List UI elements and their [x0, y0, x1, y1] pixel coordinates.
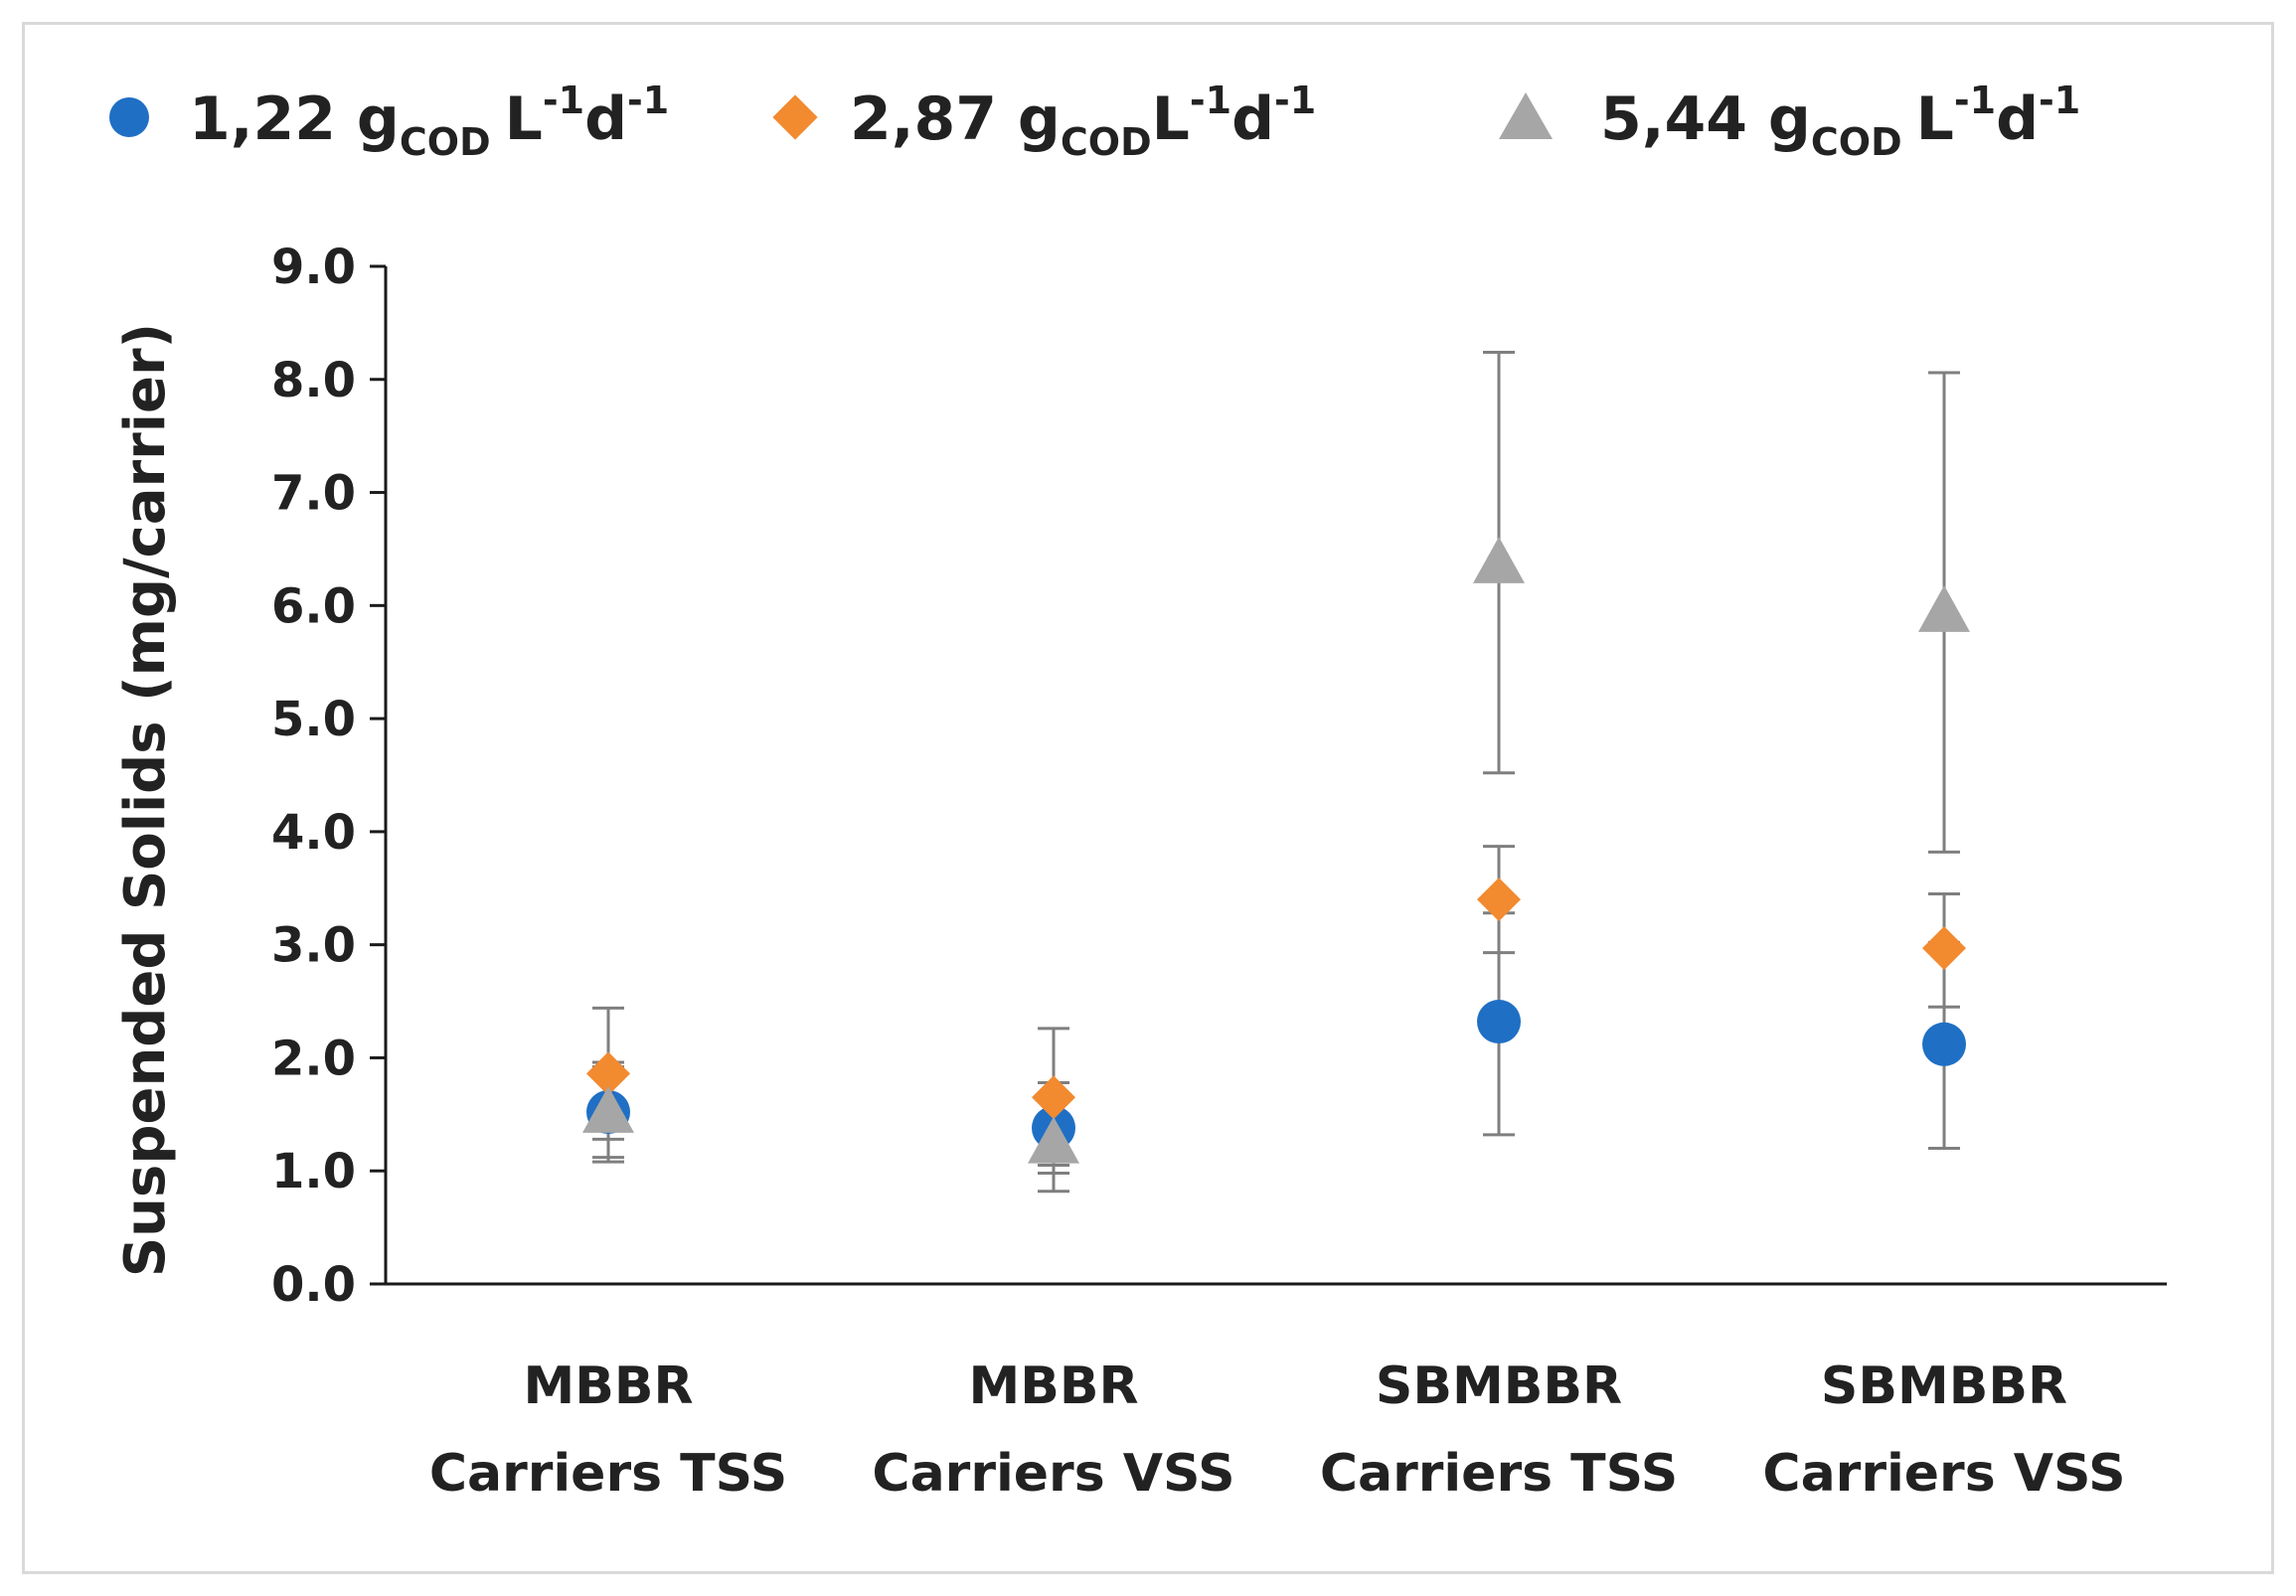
point-series-1 [1477, 1000, 1521, 1044]
x-category-label-line: MBBR [523, 1357, 693, 1416]
y-tick-label: 6.0 [271, 578, 356, 634]
legend-item-2: 2,87 gCODL-1d-1 [772, 79, 1316, 164]
y-tick-label: 3.0 [271, 918, 356, 974]
y-tick-label: 4.0 [271, 805, 356, 861]
x-category-label-line: SBMBBR [1376, 1357, 1622, 1416]
axes [384, 266, 2167, 1286]
point-series-3 [1028, 1116, 1079, 1164]
x-category-label-line: Carriers TSS [429, 1444, 787, 1504]
x-category-label-line: Carriers VSS [1762, 1444, 2125, 1504]
legend-marker-triangle [1499, 92, 1553, 139]
legend-marker-circle [109, 97, 149, 137]
y-tick-label: 5.0 [271, 692, 356, 747]
point-series-2 [1032, 1075, 1075, 1120]
point-series-3 [582, 1086, 634, 1133]
point-series-2 [1922, 926, 1966, 971]
y-tick-label: 7.0 [271, 466, 356, 522]
x-category-label-line: MBBR [968, 1357, 1138, 1416]
y-axis-title: Suspended Solids (mg/carrier) [113, 323, 178, 1277]
x-category-label-line: Carriers TSS [1320, 1444, 1678, 1504]
y-tick-label: 9.0 [271, 239, 356, 295]
chart-frame [22, 22, 2274, 1574]
legend-label-3: 5,44 gCOD L-1d-1 [1600, 79, 2080, 164]
y-tick-label: 0.0 [271, 1257, 356, 1313]
y-tick-label: 8.0 [271, 353, 356, 408]
legend-item-1: 1,22 gCOD L-1d-1 [109, 79, 669, 164]
point-series-1 [1922, 1022, 1966, 1066]
point-series-2 [1477, 878, 1521, 922]
y-tick-label: 2.0 [271, 1031, 356, 1086]
error-bars [592, 350, 1960, 1194]
x-category-label: MBBR Carriers VSS [872, 1357, 1234, 1504]
legend-label-1: 1,22 gCOD L-1d-1 [189, 79, 669, 164]
x-category-label: SBMBBR Carriers VSS [1762, 1357, 2125, 1504]
y-ticks: 0.0 1.0 2.0 3.0 4.0 5.0 6.0 7.0 8.0 9.0 [271, 239, 386, 1313]
x-category-label-line: Carriers VSS [872, 1444, 1234, 1504]
y-tick-label: 1.0 [271, 1144, 356, 1199]
legend: 1,22 gCOD L-1d-1 2,87 gCODL-1d-1 5,44 gCO… [109, 79, 2080, 164]
data-points [582, 537, 1970, 1164]
x-category-labels: MBBR Carriers TSS MBBR Carriers VSS SBMBBR Ca… [429, 1357, 2126, 1504]
legend-label-2: 2,87 gCODL-1d-1 [850, 79, 1316, 164]
x-category-label-line: SBMBBR [1821, 1357, 2067, 1416]
point-series-3 [1473, 537, 1525, 583]
legend-marker-diamond [772, 94, 818, 140]
legend-item-3: 5,44 gCOD L-1d-1 [1499, 79, 2080, 164]
point-series-3 [1918, 585, 1970, 632]
x-category-label: MBBR Carriers TSS [429, 1357, 787, 1504]
point-series-2 [586, 1051, 630, 1096]
x-category-label: SBMBBR Carriers TSS [1320, 1357, 1678, 1504]
